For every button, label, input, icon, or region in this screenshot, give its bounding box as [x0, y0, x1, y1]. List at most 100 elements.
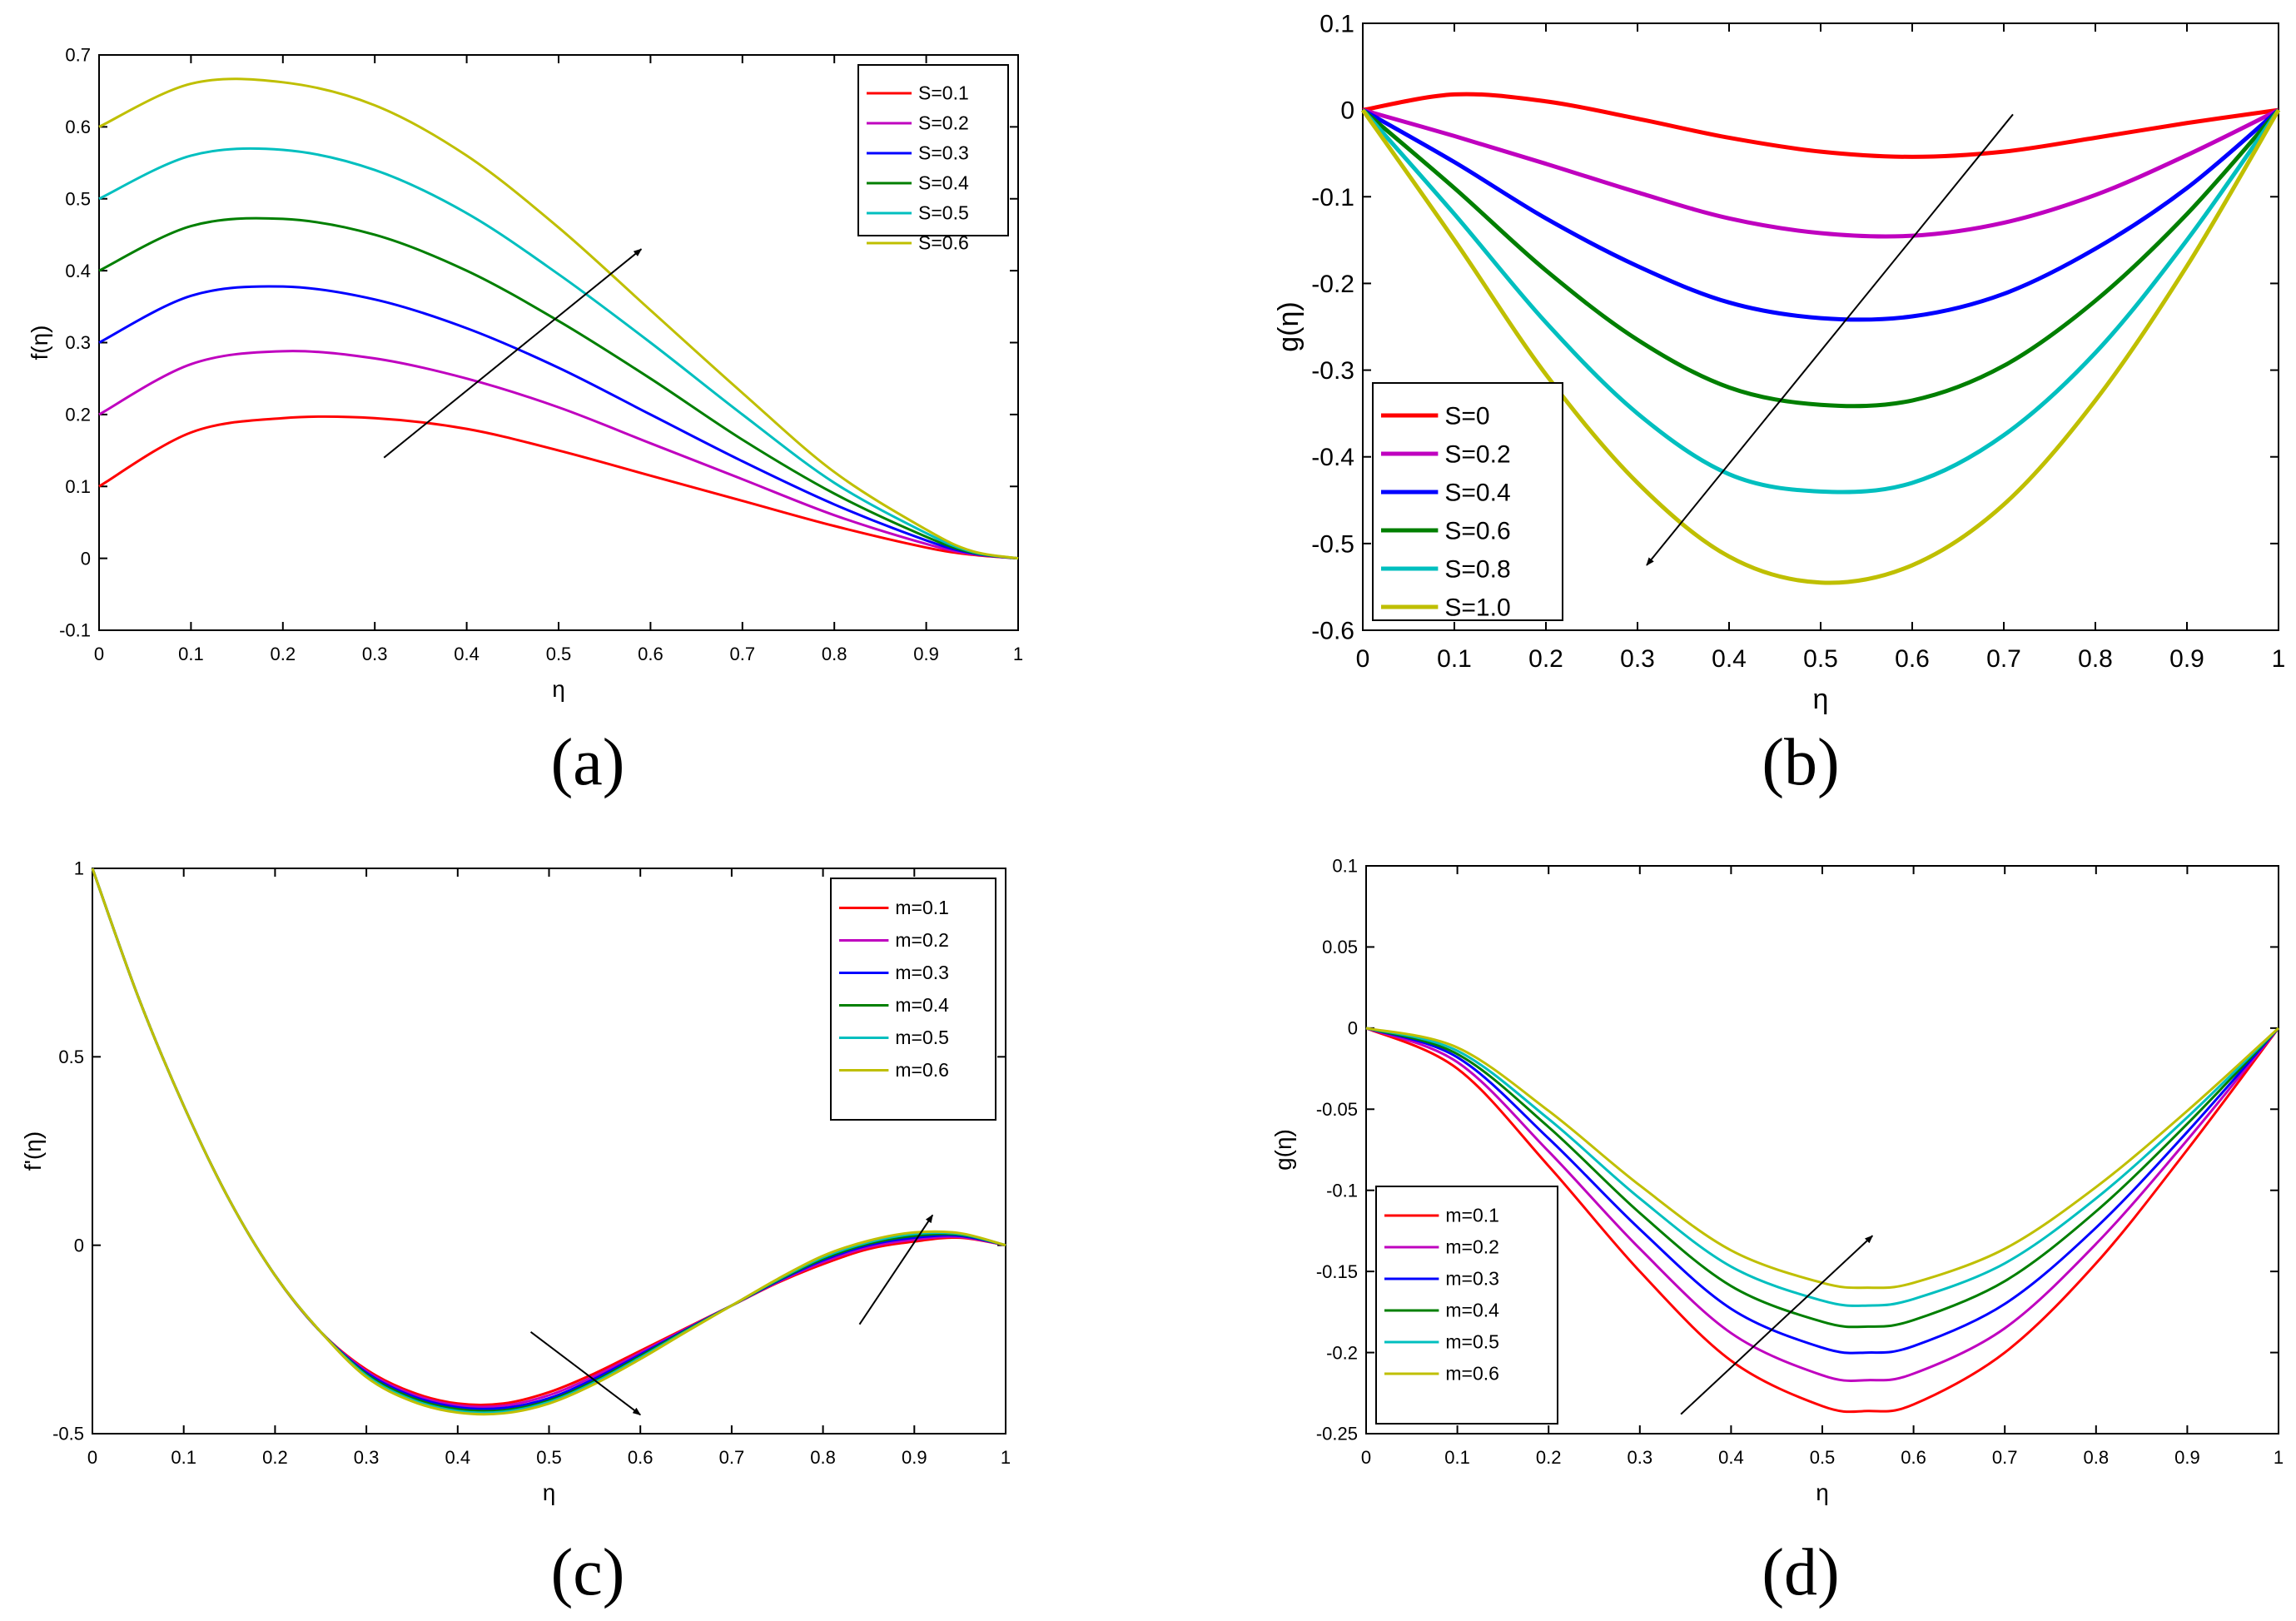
- series-line-S=0.1: [98, 415, 1019, 560]
- y-tick-label: -0.2: [1326, 1342, 1358, 1363]
- x-tick-label: 0.5: [546, 644, 572, 664]
- trend-arrow: [858, 1214, 934, 1325]
- x-tick-label: 0.6: [638, 644, 663, 664]
- series-line-m=0.1: [1365, 1027, 2280, 1414]
- series-line-m=0.6: [1365, 1027, 2280, 1290]
- legend-label: S=0.6: [918, 232, 969, 254]
- legend-label: S=0.2: [918, 112, 969, 134]
- y-tick-label: 1: [74, 858, 84, 879]
- x-tick-label: 1: [2272, 645, 2286, 673]
- legend: m=0.1 m=0.2 m=0.3 m=0.4 m=0.5 m=0.6: [830, 878, 996, 1121]
- series-line-S=0.2: [98, 350, 1019, 560]
- y-tick-label: 0.1: [1319, 11, 1354, 38]
- y-tick-label: -0.1: [1326, 1180, 1358, 1201]
- x-tick-label: 0.5: [1803, 645, 1838, 673]
- y-tick-label: 0: [1340, 97, 1354, 125]
- x-tick-label: 0.9: [2174, 1447, 2200, 1468]
- legend-label: m=0.5: [1445, 1331, 1499, 1353]
- chart-a: 0 0.1 0.2 0.3 0.4 0.5 0.6 0.7 0.8 0.9 1-0.100.10.2…: [27, 45, 1023, 702]
- caption-a: (a): [551, 726, 625, 799]
- legend-label: S=1.0: [1444, 594, 1510, 622]
- x-tick-label: 0.2: [1536, 1447, 1562, 1468]
- y-tick-label: 0: [1348, 1018, 1358, 1039]
- legend-label: m=0.6: [895, 1059, 949, 1081]
- series-line-S=0.8: [1361, 108, 2281, 495]
- x-tick-label: 0.1: [1444, 1447, 1470, 1468]
- x-axis-label: η: [1816, 1479, 1829, 1505]
- y-axis-label: g(η): [1270, 1129, 1296, 1171]
- y-tick-label: -0.05: [1316, 1099, 1358, 1120]
- x-tick-label: 0.8: [810, 1447, 836, 1468]
- x-tick-label: 1: [1001, 1447, 1011, 1468]
- x-tick-label: 0.4: [1718, 1447, 1744, 1468]
- x-tick-label: 0.7: [1992, 1447, 2018, 1468]
- x-tick-label: 1: [2274, 1447, 2284, 1468]
- legend-box: [1375, 1186, 1558, 1425]
- y-tick-label: 0.4: [65, 261, 91, 281]
- y-tick-label: 0.6: [65, 117, 91, 137]
- x-tick-label: 0.8: [2084, 1447, 2110, 1468]
- y-tick-label: -0.5: [1311, 530, 1354, 558]
- y-tick-label: 0.5: [58, 1047, 84, 1067]
- x-tick-label: 0.5: [1810, 1447, 1836, 1468]
- y-axis-label: f'(η): [20, 1131, 46, 1171]
- y-tick-label: 0.7: [65, 45, 91, 66]
- x-tick-label: 0.6: [1901, 1447, 1926, 1468]
- y-tick-label: 0.1: [65, 476, 91, 497]
- y-tick-label: 0: [74, 1235, 84, 1256]
- legend-label: S=0.8: [1444, 556, 1510, 584]
- x-tick-label: 0.9: [913, 644, 939, 664]
- x-tick-label: 0.7: [1986, 645, 2021, 673]
- legend: S=0 S=0.2 S=0.4 S=0.6 S=0.8 S=1.0: [1372, 382, 1563, 622]
- y-tick-label: 0: [81, 548, 91, 569]
- trend-arrow: [1680, 1235, 1874, 1415]
- legend-label: S=0.4: [1444, 480, 1510, 507]
- x-tick-label: 0.6: [1895, 645, 1930, 673]
- x-tick-label: 0.4: [454, 644, 480, 664]
- x-tick-label: 0.3: [1620, 645, 1655, 673]
- series-line-S=0.6: [98, 77, 1019, 560]
- series-line-S=0: [1362, 92, 2279, 159]
- y-tick-label: 0.1: [1332, 856, 1358, 877]
- trend-arrow: [383, 248, 643, 459]
- x-axis-label: η: [1813, 684, 1829, 715]
- chart-d: 0 0.1 0.2 0.3 0.4 0.5 0.6 0.7 0.8 0.9 1 -0.25 -0.2 -0…: [1270, 856, 2284, 1505]
- y-tick-label: -0.1: [1311, 184, 1354, 211]
- x-tick-label: 0: [1356, 645, 1370, 673]
- caption-b: (b): [1762, 726, 1839, 799]
- series-line-S=0.4: [1361, 107, 2280, 322]
- legend-label: S=0: [1444, 403, 1489, 430]
- trend-arrow: [1646, 113, 2014, 566]
- x-tick-label: 1: [1013, 644, 1023, 664]
- y-tick-label: -0.5: [52, 1424, 84, 1444]
- y-tick-label: -0.4: [1311, 444, 1354, 471]
- y-tick-label: 0.3: [65, 332, 91, 353]
- trend-arrow: [529, 1330, 641, 1416]
- y-axis-label: f(η): [27, 326, 52, 360]
- x-tick-label: 0.2: [271, 644, 296, 664]
- legend-label: m=0.6: [1445, 1363, 1499, 1385]
- caption-c: (c): [551, 1536, 625, 1609]
- series-line-S=0.3: [98, 285, 1019, 560]
- legend-label: S=0.4: [918, 172, 969, 194]
- legend: S=0.1 S=0.2 S=0.3 S=0.4 S=0.5 S=0.6: [857, 64, 1009, 254]
- legend-label: m=0.3: [895, 962, 949, 983]
- x-tick-label: 0.3: [1628, 1447, 1653, 1468]
- legend-label: S=0.1: [918, 82, 969, 104]
- x-tick-label: 0.1: [1437, 645, 1472, 673]
- series-line-S=0.2: [1362, 107, 2280, 239]
- series-line-m=0.4: [1365, 1027, 2280, 1329]
- series-line-m=0.2: [1365, 1027, 2280, 1382]
- legend-label: m=0.2: [895, 929, 949, 951]
- y-tick-label: 0.2: [65, 405, 91, 425]
- y-tick-label: -0.3: [1311, 357, 1354, 385]
- x-tick-label: 0.8: [822, 644, 847, 664]
- legend-label: S=0.6: [1444, 518, 1510, 545]
- legend-box: [1372, 382, 1563, 621]
- x-tick-label: 0.2: [262, 1447, 288, 1468]
- x-tick-label: 0.9: [902, 1447, 927, 1468]
- legend-label: S=0.3: [918, 142, 969, 164]
- legend-label: m=0.2: [1445, 1236, 1499, 1258]
- y-tick-label: -0.1: [59, 620, 91, 641]
